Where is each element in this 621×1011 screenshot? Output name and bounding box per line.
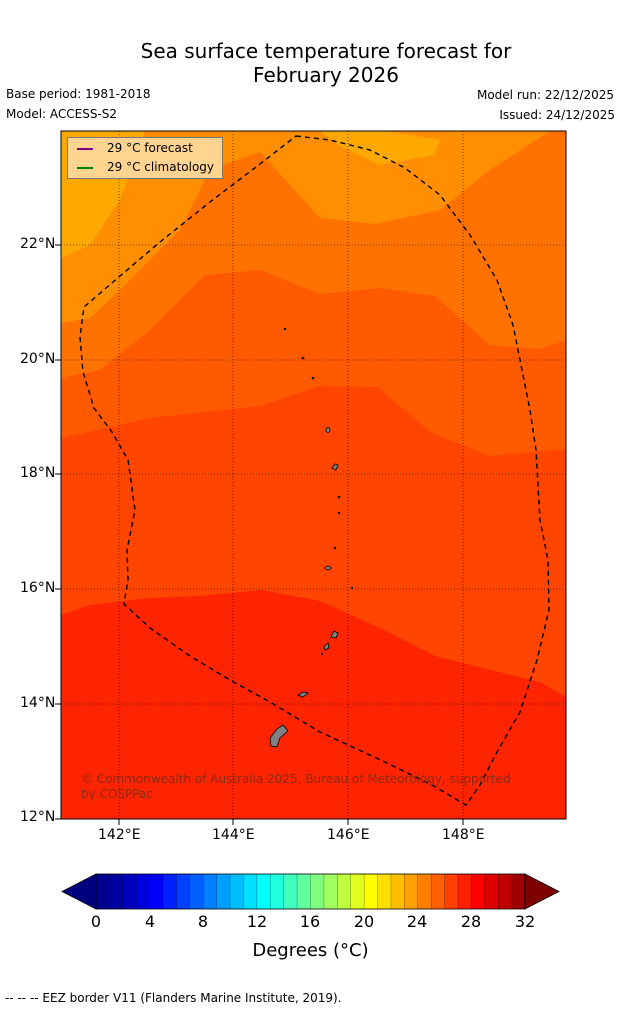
colorbar-swatch — [283, 874, 298, 909]
band-warm-1-patch — [320, 131, 440, 165]
colorbar-tick-28: 28 — [460, 912, 482, 931]
colorbar-swatch — [417, 874, 432, 909]
lat-tick-16: 16°N — [20, 580, 56, 596]
sst-contour-fill — [61, 131, 566, 819]
islands — [269, 327, 353, 748]
eez-border — [79, 135, 550, 806]
colorbar-title: Degrees (°C) — [252, 940, 369, 961]
lat-tick-12: 12°N — [20, 809, 56, 825]
lat-tick-22: 22°N — [20, 236, 56, 252]
colorbar-swatch — [96, 874, 110, 909]
colorbar-swatch — [189, 874, 204, 909]
colorbar-tick-20: 20 — [353, 912, 375, 931]
colorbar-tick-24: 24 — [406, 912, 428, 931]
colorbar-swatch — [511, 874, 526, 909]
map-title-line2: February 2026 — [253, 63, 399, 87]
colorbar-swatch — [109, 874, 124, 909]
colorbar-swatch — [337, 874, 352, 909]
model-run: Model run: 22/12/2025 — [476, 88, 614, 102]
colorbar — [61, 873, 560, 910]
lat-tick-14: 14°N — [20, 695, 56, 711]
copyright-notice: © Commonwealth of Australia 2025, Bureau… — [81, 772, 511, 801]
colorbar-tick-12: 12 — [246, 912, 268, 931]
colorbar-swatch — [136, 874, 150, 909]
colorbar-swatch — [149, 874, 164, 909]
lon-tick-148: 148°E — [442, 827, 485, 843]
colorbar-swatch — [323, 874, 338, 909]
legend-forecast-line — [77, 148, 93, 150]
colorbar-swatch — [163, 874, 177, 909]
colorbar-swatch — [377, 874, 392, 909]
lon-tick-142: 142°E — [98, 827, 141, 843]
base-period: Base period: 1981-2018 — [6, 87, 151, 101]
colorbar-swatch — [270, 874, 284, 909]
map-title-line1: Sea surface temperature forecast for — [140, 39, 512, 63]
colorbar-swatch — [297, 874, 311, 909]
legend-climatology-label: 29 °C climatology — [107, 160, 215, 174]
colorbar-swatch — [230, 874, 244, 909]
colorbar-tick-0: 0 — [90, 912, 102, 931]
lon-tick-146: 146°E — [327, 827, 370, 843]
colorbar-tick-4: 4 — [144, 912, 156, 931]
colorbar-under-arrow — [61, 873, 97, 910]
colorbar-tick-8: 8 — [197, 912, 209, 931]
issued-date: Issued: 24/12/2025 — [499, 108, 615, 122]
eez-footnote: -- -- -- EEZ border V11 (Flanders Marine… — [5, 991, 342, 1005]
colorbar-swatch — [176, 874, 191, 909]
colorbar-swatch — [471, 874, 486, 909]
colorbar-swatch — [431, 874, 445, 909]
colorbar-tick-32: 32 — [514, 912, 536, 931]
colorbar-swatch — [256, 874, 271, 909]
colorbar-swatch — [364, 874, 378, 909]
colorbar-tick-16: 16 — [299, 912, 321, 931]
colorbar-swatch — [310, 874, 325, 909]
lat-tick-18: 18°N — [20, 465, 56, 481]
colorbar-over-arrow — [524, 873, 560, 910]
colorbar-swatch — [444, 874, 459, 909]
colorbar-swatch — [390, 874, 405, 909]
colorbar-swatch — [404, 874, 419, 909]
colorbar-swatch — [484, 874, 499, 909]
colorbar-swatch — [122, 874, 137, 909]
gridlines — [61, 131, 566, 819]
colorbar-swatch — [216, 874, 231, 909]
map-frame — [60, 130, 567, 820]
colorbar-swatch — [498, 874, 512, 909]
legend-forecast-label: 29 °C forecast — [107, 141, 193, 155]
band-warm-6 — [61, 590, 566, 819]
colorbar-swatch — [243, 874, 258, 909]
legend-climatology-line — [77, 167, 93, 169]
lon-tick-144: 144°E — [212, 827, 255, 843]
lon-tick-marks — [118, 819, 464, 825]
map-legend: 29 °C forecast 29 °C climatology — [67, 137, 223, 179]
colorbar-swatch — [203, 874, 217, 909]
model-name: Model: ACCESS-S2 — [6, 107, 118, 121]
colorbar-swatch — [350, 874, 365, 909]
lat-tick-marks — [55, 244, 61, 820]
lat-tick-20: 20°N — [20, 351, 56, 367]
colorbar-swatch — [457, 874, 472, 909]
